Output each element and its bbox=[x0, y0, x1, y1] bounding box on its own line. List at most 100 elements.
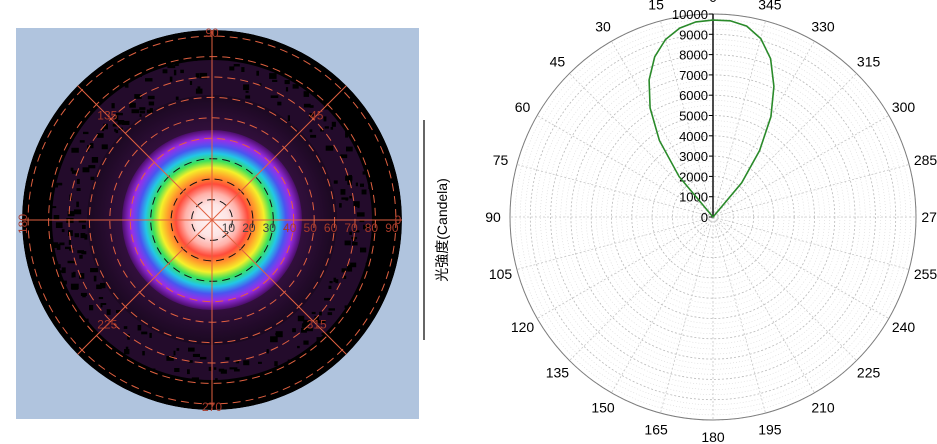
radial-label: 80 bbox=[365, 221, 379, 235]
radial-tick-label: 10000 bbox=[672, 7, 708, 22]
grid-spoke bbox=[569, 216, 714, 361]
speckle bbox=[270, 95, 279, 98]
speckle bbox=[70, 167, 74, 172]
speckle bbox=[320, 128, 324, 132]
speckle bbox=[89, 305, 94, 311]
speckle bbox=[353, 230, 360, 233]
radial-label: 20 bbox=[242, 221, 256, 235]
speckle bbox=[101, 144, 108, 150]
angle-label: 330 bbox=[811, 19, 835, 35]
speckle bbox=[269, 73, 277, 79]
speckle bbox=[116, 310, 122, 313]
speckle bbox=[82, 224, 86, 229]
grid-spoke bbox=[712, 73, 857, 218]
speckle bbox=[303, 319, 310, 326]
speckle bbox=[56, 243, 61, 250]
speckle bbox=[345, 198, 349, 201]
speckle bbox=[356, 212, 365, 217]
speckle bbox=[52, 242, 59, 248]
grid-spoke bbox=[611, 40, 714, 218]
speckle bbox=[91, 157, 99, 163]
speckle bbox=[76, 178, 80, 184]
speckle bbox=[61, 229, 65, 233]
speckle bbox=[112, 123, 118, 127]
angle-label: 30 bbox=[595, 19, 611, 35]
speckle bbox=[123, 326, 128, 329]
speckle bbox=[55, 222, 63, 228]
speckle bbox=[245, 90, 249, 93]
speckle bbox=[131, 109, 140, 114]
grid-spoke bbox=[516, 216, 714, 270]
angle-label: 195 bbox=[758, 422, 782, 438]
speckle bbox=[54, 183, 58, 188]
speckle bbox=[346, 146, 353, 152]
speckle bbox=[345, 175, 352, 180]
grid-spoke bbox=[77, 219, 213, 355]
speckle bbox=[275, 331, 283, 338]
grid-spoke bbox=[211, 219, 347, 355]
speckle bbox=[344, 305, 352, 309]
angle-label: 45 bbox=[310, 108, 324, 122]
angle-label: 0 bbox=[709, 0, 717, 5]
speckle bbox=[323, 116, 327, 122]
speckle bbox=[339, 203, 342, 208]
radial-label: 90 bbox=[385, 221, 399, 235]
grid-spoke bbox=[712, 115, 889, 218]
angle-label: 210 bbox=[811, 400, 835, 416]
speckle bbox=[235, 360, 239, 364]
speckle bbox=[220, 369, 227, 374]
speckle bbox=[189, 384, 194, 388]
grid-spoke bbox=[712, 216, 910, 270]
angle-label: 315 bbox=[857, 53, 881, 69]
speckle bbox=[262, 377, 268, 383]
radial-label: 30 bbox=[263, 221, 277, 235]
speckle bbox=[185, 383, 192, 389]
speckle bbox=[68, 239, 71, 245]
speckle bbox=[117, 120, 125, 125]
angle-label: 75 bbox=[493, 152, 509, 168]
angle-label: 135 bbox=[546, 365, 570, 381]
speckle bbox=[292, 328, 296, 333]
speckle bbox=[274, 361, 278, 367]
angle-labels: 0345330315300285270255240225210195180165… bbox=[485, 0, 937, 444]
speckle bbox=[303, 103, 311, 108]
speckle bbox=[79, 273, 85, 279]
speckle bbox=[274, 374, 279, 380]
grid-circle bbox=[677, 181, 749, 253]
radial-tick-label: 1000 bbox=[679, 190, 708, 205]
speckle bbox=[284, 80, 290, 85]
speckle bbox=[71, 170, 79, 174]
speckle bbox=[355, 182, 358, 187]
angle-label: 120 bbox=[511, 319, 535, 335]
speckle bbox=[166, 356, 174, 361]
speckle bbox=[57, 270, 62, 273]
speckle bbox=[165, 381, 168, 384]
speckle bbox=[233, 64, 240, 67]
speckle bbox=[122, 83, 126, 87]
speckle bbox=[111, 103, 115, 109]
radial-label: 40 bbox=[283, 221, 297, 235]
radial-tick-label: 7000 bbox=[679, 68, 708, 83]
grid-circle bbox=[702, 206, 724, 228]
speckle bbox=[277, 101, 282, 106]
speckle bbox=[344, 240, 351, 246]
speckle bbox=[59, 242, 65, 246]
speckle bbox=[155, 374, 162, 378]
grid-spoke bbox=[712, 164, 910, 218]
speckle bbox=[379, 223, 385, 227]
radial-label: 70 bbox=[344, 221, 358, 235]
angle-label: 270 bbox=[921, 209, 937, 225]
speckle bbox=[127, 334, 130, 340]
speckle bbox=[337, 111, 342, 118]
grid-spoke bbox=[516, 164, 714, 218]
polar-labels: 0 45 90 135 180 225 270 315 10 20 30 40 50 60 70 80 90 bbox=[16, 28, 402, 414]
angle-label: 180 bbox=[16, 214, 30, 234]
speckle bbox=[61, 267, 66, 274]
speckle bbox=[62, 280, 67, 285]
speckle bbox=[80, 292, 87, 296]
speckle bbox=[245, 95, 251, 99]
speckle bbox=[340, 189, 346, 195]
speckle bbox=[345, 134, 348, 138]
speckle bbox=[195, 73, 200, 78]
angle-label: 225 bbox=[97, 318, 117, 332]
